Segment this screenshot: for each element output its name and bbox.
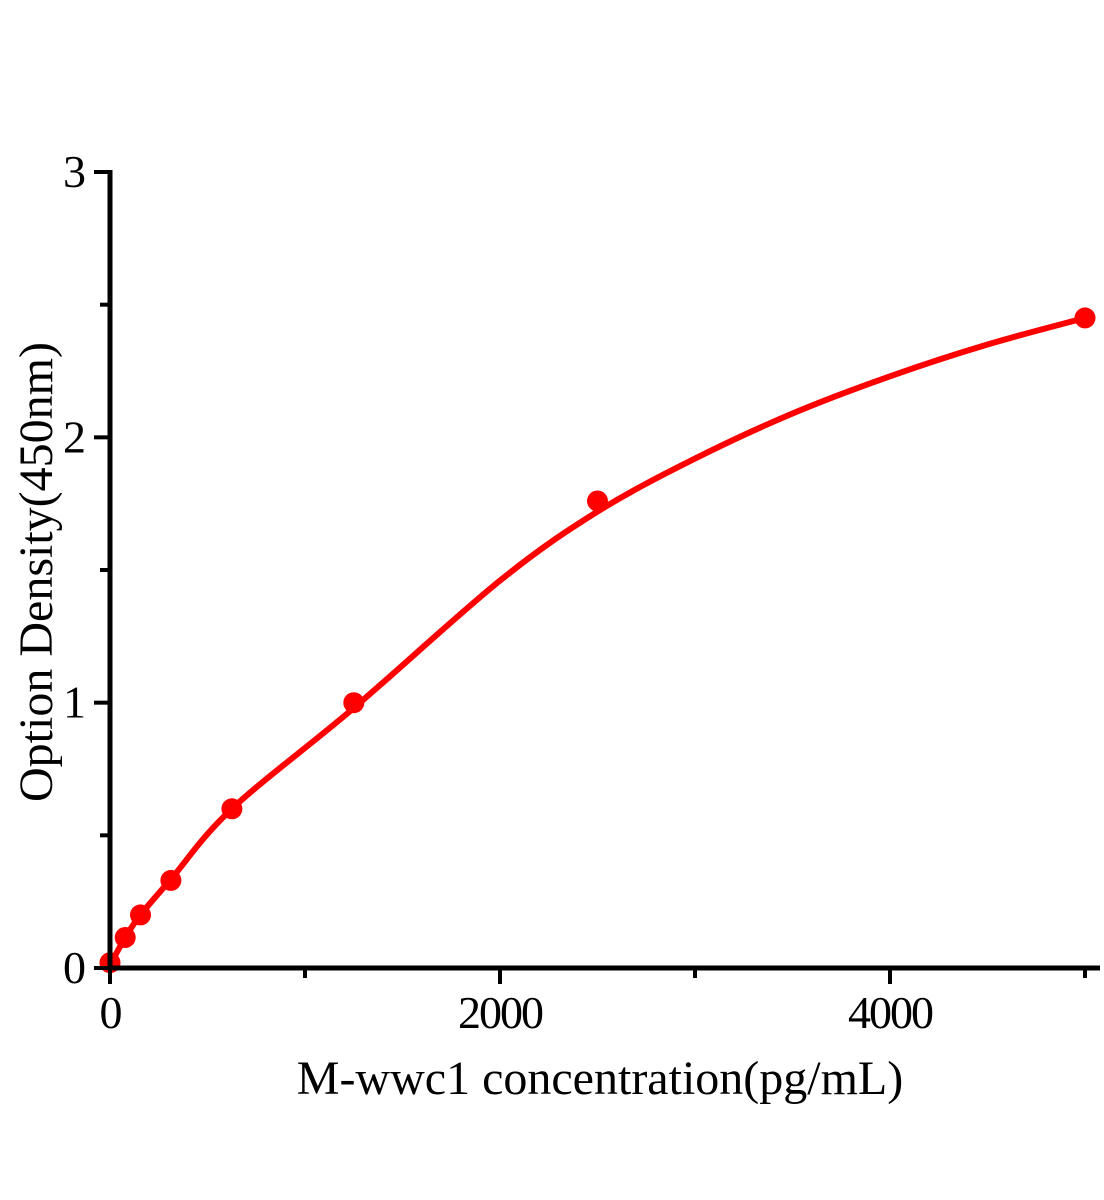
y-tick-label: 1 [63,677,84,728]
x-tick-label: 2000 [458,987,543,1038]
data-point-marker [114,927,136,948]
fit-curve-layer [107,314,1088,969]
data-point-marker [160,869,182,891]
x-axis-title: M-wwc1 concentration(pg/mL) [297,1052,903,1105]
data-point-marker [1074,307,1096,329]
fit-curve-line [107,314,1088,969]
data-point-marker [587,490,608,512]
x-tick-label: 4000 [848,987,933,1038]
data-point-marker [221,798,243,820]
axes-layer [94,170,1100,984]
data-point-layer [99,307,1096,974]
data-point-marker [343,692,365,714]
y-tick-label: 0 [63,942,85,993]
data-point-marker [130,904,151,926]
y-axis-title: Option Density(450nm) [10,342,63,802]
y-tick-label: 2 [63,411,84,462]
tick-label-layer: 0 2000 4000 0 1 2 3 [63,146,935,1038]
y-tick-label: 3 [63,146,85,197]
x-tick-label: 0 [100,987,122,1038]
